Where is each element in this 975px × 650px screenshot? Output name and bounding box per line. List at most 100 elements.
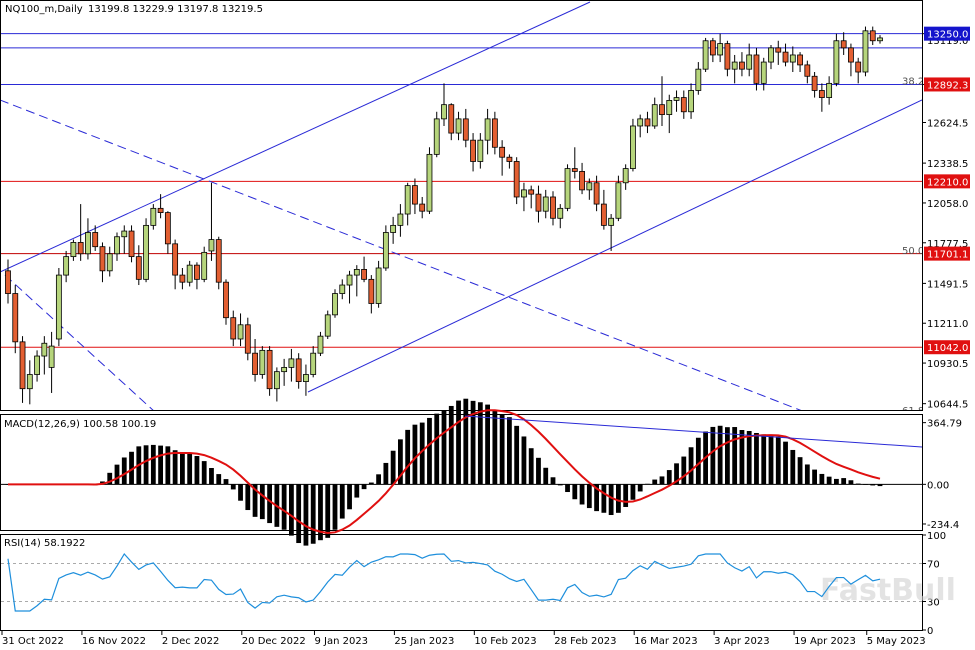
candle-body [237,324,244,340]
macd-bar [143,445,149,485]
candle [48,331,55,393]
rsi-tick-label: 0 [927,626,933,637]
candle [768,45,774,70]
date-tick-label: 19 Apr 2023 [794,636,856,647]
candle-body [811,75,818,91]
macd-bar [841,478,847,485]
candle [499,140,506,176]
price-title: NQ100_m,Daily [5,4,83,15]
candle [557,204,564,229]
macd-bar [121,457,127,485]
macd-bar [768,434,774,485]
candle [571,147,578,179]
candle [840,32,847,55]
price-pane [0,0,923,411]
candle [855,57,862,84]
candle [215,236,222,290]
candle [470,133,476,172]
macd-bar [536,457,541,485]
candle [92,225,99,251]
macd-bar [870,484,876,486]
candle [644,111,651,134]
candle-body [441,104,447,120]
candle [550,191,556,226]
candle-body [739,61,745,70]
rsi-title: RSI(14) 58.1922 [4,538,85,549]
macd-bar [463,398,469,485]
candle [877,35,883,44]
candle [542,189,549,219]
rsi-plot [1,552,922,612]
candle-body [600,203,607,226]
date-tick-label: 31 Oct 2022 [2,636,64,647]
date-tick-label: 25 Jan 2023 [394,636,454,647]
candle [680,90,687,119]
macd-bar [637,484,643,492]
macd-bar [230,484,236,490]
candle-body [106,253,113,272]
macd-bar [746,431,752,485]
candle-body [833,40,840,84]
macd-bar [361,484,367,490]
macd-bar [681,456,687,485]
candle [382,225,389,271]
candle-body [361,269,367,280]
macd-bar [754,432,759,485]
price-ohlc-readout: 13199.8 13229.9 13197.8 13219.5 [88,4,263,15]
candle-body [426,153,433,212]
macd-bar [499,414,505,485]
rsi-tick-label: 70 [927,560,940,571]
macd-bar [608,484,614,516]
macd-bar [354,484,360,498]
macd-bar [470,400,476,485]
candle-body [288,358,295,368]
candle [164,211,171,254]
macd-bar [383,462,389,485]
candle [310,346,317,378]
candle-body [26,374,33,390]
candle [244,317,251,361]
candle-body [579,171,585,191]
candle [19,336,26,403]
price-level-badge [924,26,970,41]
candle [804,60,811,84]
macd-bar [804,464,810,485]
macd-bar [521,436,527,485]
macd-bar [557,484,563,486]
macd-bar [376,474,381,485]
candle-body [48,345,55,368]
candle-body [201,251,208,280]
candle-body [840,40,847,49]
candle-body [477,139,484,162]
date-tick-label: 9 Jan 2023 [314,636,368,647]
candle-body [709,40,716,56]
macd-bar [398,439,403,485]
candle-body [353,269,360,276]
macd-bar [826,476,832,485]
candle [55,267,62,347]
candle-body [702,40,709,70]
candle [709,37,716,63]
candle [135,245,142,286]
candle [230,310,237,347]
candle [208,182,215,261]
descending-dashed-line [1,99,802,410]
macd-bar [572,484,578,500]
candle [862,26,869,77]
candle-body [484,118,491,141]
candle-body [310,352,317,375]
candle [412,178,418,215]
macd-bar [797,457,803,485]
price-tick-label: 11777.5 [927,239,968,250]
candle-body [818,90,825,98]
candle [179,267,186,290]
rsi-axis: 100 70 30 0 [922,531,946,637]
candle [121,225,128,254]
candle [717,33,724,63]
candle-body [499,146,506,158]
price-level-badge-label: 12210.0 [927,177,968,188]
macd-bar [456,400,461,485]
candle [85,218,91,260]
candle-body [877,37,883,42]
price-tick-label: 10930.5 [927,359,968,370]
